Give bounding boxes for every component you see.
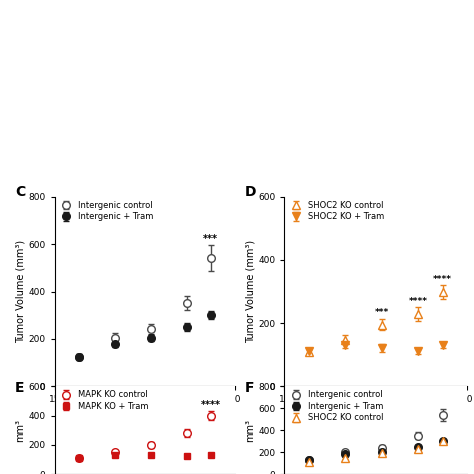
Text: ****: **** [409,297,428,306]
Y-axis label: Tumor Volume (mm³): Tumor Volume (mm³) [16,240,26,343]
Y-axis label: mm³: mm³ [246,419,255,442]
X-axis label: Days Post Inoculation: Days Post Inoculation [316,409,435,419]
Y-axis label: mm³: mm³ [16,419,26,442]
Text: ****: **** [433,274,452,283]
Y-axis label: Tumor Volume (mm³): Tumor Volume (mm³) [246,240,255,343]
Text: ***: *** [374,309,389,318]
Legend: SHOC2 KO control, SHOC2 KO + Tram: SHOC2 KO control, SHOC2 KO + Tram [289,201,384,221]
Text: F: F [244,381,254,395]
Text: ****: **** [201,400,220,410]
Legend: Intergenic control, Intergenic + Tram: Intergenic control, Intergenic + Tram [59,201,153,221]
Legend: MAPK KO control, MAPK KO + Tram: MAPK KO control, MAPK KO + Tram [59,391,148,411]
X-axis label: Days Post Inoculation: Days Post Inoculation [85,409,204,419]
Text: ***: *** [203,234,218,244]
Text: D: D [244,185,256,200]
Text: C: C [15,185,25,200]
Legend: Intergenic control, Intergenic + Tram, SHOC2 KO control: Intergenic control, Intergenic + Tram, S… [289,391,383,422]
Text: E: E [15,381,24,395]
